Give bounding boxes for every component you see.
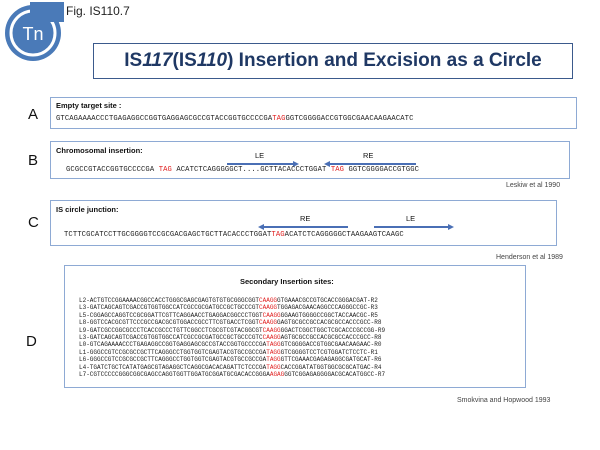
logo-text: Tn [22, 24, 43, 44]
secondary-sites-title: Secondary Insertion sites: [240, 277, 334, 286]
panel-letter-a: A [28, 106, 39, 123]
panel-b-label: Chromosomal insertion: [56, 146, 143, 155]
site-highlight: CAAGG [262, 311, 281, 319]
secondary-site-row: L3-GATCAGCAGTCGACCGTGGTGGCCATCGCCGCGATGC… [79, 304, 378, 312]
panel-letter-b: B [28, 152, 39, 169]
panel-a-box: Empty target site : GTCAGAAAACCCTGAGAGGC… [50, 97, 577, 129]
title-is-prefix: IS [124, 50, 143, 71]
secondary-site-row: L1-GGGCCGTCCGCGCCGCTTCAGGGCCTGGTGGTCGAGT… [79, 348, 378, 356]
secondary-site-row: L3-GATCAGCAGTCGACCGTGGTGGCCATCGCCGCGATGC… [79, 334, 382, 341]
title-is-number-2: 110 [196, 50, 228, 71]
re-label-c: RE [300, 214, 311, 223]
tn-logo: Tn [5, 2, 64, 61]
citation-henderson: Henderson et al 1989 [496, 254, 563, 261]
site-highlight: CAAGG [259, 304, 278, 312]
panel-c-box: IS circle junction: RE LE TCTTCGCATCCTTG… [50, 200, 557, 246]
panel-b-sequence: GCGCCGTACCGGTGCCCCGA TAG ACATCTCAGGGGGCT… [66, 166, 420, 174]
site-highlight: TAGG [266, 348, 281, 356]
figure-label: Fig. IS110.7 [66, 4, 130, 18]
le-right-arrow [227, 161, 299, 167]
page-title: IS 117 (IS 110) Insertion and Excision as … [93, 43, 573, 79]
dr-highlight-left: TAG [158, 166, 172, 174]
title-paren-is: (IS [172, 50, 197, 71]
panel-b-box: Chromosomal insertion: LE RE GCGCCGTACCG… [50, 141, 570, 179]
panel-a-label: Empty target site : [56, 101, 122, 110]
panel-letter-d: D [26, 333, 37, 350]
secondary-site-row: L5-CGGAGCCAGGTCCGCGGATTCGTTCAGGAACCTGAGG… [79, 311, 378, 319]
title-is-number: 117 [142, 50, 173, 71]
panel-c-sequence: TCTTCGCATCCTTGCGGGGTCCGCGACGAGCTGCTTACAC… [64, 231, 404, 239]
panel-c-label: IS circle junction: [56, 205, 119, 214]
panel-a-sequence: GTCAGAAAACCCTGAGAGGCCGGTGAGGAGCGCCGTACCG… [56, 115, 414, 123]
site-highlight: TAGG [266, 356, 281, 364]
secondary-site-row: L4-TGATCTGCTCATATGAGCGTAGAGGCTCAGGCGACAC… [79, 363, 382, 371]
site-highlight: AGAG [269, 371, 285, 378]
junction-highlight: TAG [271, 231, 285, 239]
secondary-site-row: L2-ACTGTCCGGAAAACGGCCACCTGGGCGAGCGAGTGTG… [79, 297, 378, 304]
panel-d-box: Secondary Insertion sites: L2-ACTGTCCGGA… [64, 265, 526, 388]
site-highlight: CAAGG [259, 297, 278, 304]
re-left-arrow [324, 161, 416, 167]
citation-smokvina: Smokvina and Hopwood 1993 [457, 397, 551, 404]
site-highlight: TAGG [266, 341, 281, 349]
site-highlight: CAAGG [259, 319, 278, 327]
site-highlight: CAAGG [262, 334, 281, 341]
le-right-arrow-c [374, 224, 454, 230]
title-rest: ) Insertion and Excision as a Circle [227, 50, 542, 71]
site-highlight: TAGG [266, 363, 281, 371]
re-label-b: RE [363, 151, 374, 160]
site-highlight: CAAGG [262, 326, 281, 334]
le-label-b: LE [255, 151, 265, 160]
dr-highlight-right: TAG [330, 166, 345, 174]
secondary-site-row: L8-GGTCCACGCGTTCCCGCCGACGCGTGGACCGCCTTCG… [79, 319, 382, 327]
le-label-c: LE [406, 214, 416, 223]
secondary-site-row: L9-GATCGCCGGCGCCCTCACCGCCCTGTTCGGCCTCGCG… [79, 326, 386, 334]
re-left-arrow-c [258, 224, 348, 230]
panel-letter-c: C [28, 214, 39, 231]
secondary-site-row: L0-GTCAGAAAACCCTGAGAGGCCGGTGAGGAGCGCCGTA… [79, 341, 382, 349]
secondary-site-row: L7-CGTCCCCCGGGCGGCGAGCCAGGTGGTTGGATGCGGA… [79, 371, 386, 378]
target-site-highlight: TAG [272, 115, 286, 123]
secondary-site-row: L6-GGGCCGTCCGCGCCGCTTCAGGGCCTGGTGGTCGAGT… [79, 356, 382, 364]
citation-leskiw: Leskiw et al 1990 [506, 182, 561, 189]
